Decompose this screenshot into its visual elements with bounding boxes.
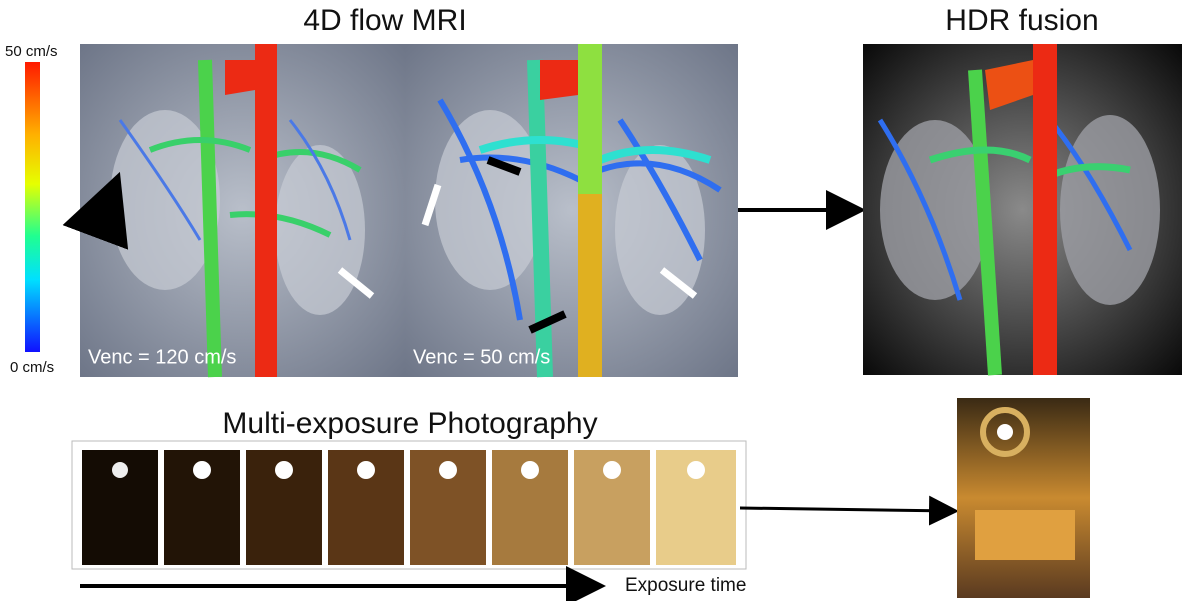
venc-label: Venc = 50 cm/s	[413, 346, 550, 368]
figure: 50 cm/s 0 cm/s 4D flow MRI HDR fusion Ve…	[0, 0, 1183, 601]
arrow	[740, 508, 953, 511]
photo-strip	[72, 441, 746, 569]
mri-title: 4D flow MRI	[303, 4, 466, 37]
hdr-panel	[863, 44, 1182, 375]
mri-panel-low: Venc = 50 cm/s	[405, 44, 738, 377]
page: 50 cm/s 0 cm/s 4D flow MRI HDR fusion Ve…	[0, 0, 1183, 601]
exposure-label: Exposure time	[625, 575, 746, 596]
hdr-photo	[957, 398, 1090, 598]
colorbar-max: 50 cm/s	[5, 43, 58, 60]
photo-title: Multi-exposure Photography	[222, 407, 597, 440]
mri-panel-high: Venc = 120 cm/s	[80, 44, 405, 377]
venc-label: Venc = 120 cm/s	[88, 346, 236, 368]
colorbar-min: 0 cm/s	[10, 359, 54, 376]
colorbar	[25, 62, 40, 352]
hdr-title: HDR fusion	[945, 4, 1098, 37]
